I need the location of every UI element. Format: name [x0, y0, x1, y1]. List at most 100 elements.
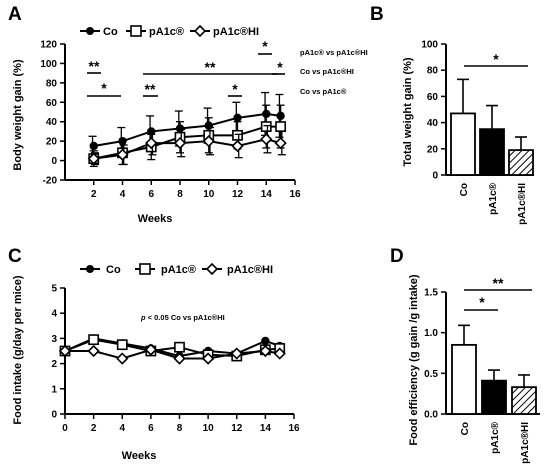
a-series-pa1c-point: [275, 121, 287, 132]
c-x-tick-2: 2: [91, 423, 97, 434]
b-x-tick-pa1c: pA1c®: [488, 182, 499, 214]
c-series-pa1c-hi-point: [87, 344, 100, 358]
sig-a-6: *: [262, 38, 268, 54]
a-series-pa1c-hi: [87, 124, 287, 166]
d-y-tick-1-5: 1.5: [424, 288, 438, 299]
panel-b-y-axis-title: Total weight gain (%): [402, 57, 414, 167]
a-x-tick-6: 6: [148, 189, 154, 200]
c-series-pa1c-point: [174, 341, 185, 353]
note-co-vs-pa1c: Co vs pA1c®: [300, 87, 347, 96]
a-series-co-point: [89, 141, 98, 151]
a-y-tick-80: 80: [46, 78, 58, 89]
panel-a: Co pA1c® pA1c®HI -20 0 20 40 60 80 100 120 2 4 6 8 1…: [12, 24, 368, 225]
b-bar-pa1c-hi: [508, 149, 534, 176]
sig-a-2: *: [101, 80, 107, 96]
b-y-tick-20: 20: [427, 144, 439, 155]
panel-c-legend: Co pA1c® pA1c®HI: [80, 262, 273, 276]
panel-letter-c: C: [8, 246, 22, 267]
d-x-tick-pa1c: pA1c®: [490, 421, 501, 453]
b-y-tick-0: 0: [432, 171, 438, 182]
a-x-tick-2: 2: [91, 189, 97, 200]
c-y-tick-0: 0: [51, 410, 57, 421]
a-y-tick-60: 60: [46, 98, 58, 109]
b-y-tick-60: 60: [427, 92, 439, 103]
panel-d-plot: 0.0 0.5 1.0 1.5 Co pA1c® pA1c®HI: [424, 288, 540, 464]
c-series-pa1c-point: [88, 334, 100, 346]
c-x-tick-12: 12: [231, 423, 243, 434]
legend-c-co-label: Co: [106, 264, 121, 276]
note-co-vs-pa1chi: Co vs pA1c®HI: [300, 67, 354, 76]
legend-co-label: Co: [103, 26, 118, 38]
a-x-tick-16: 16: [289, 189, 301, 200]
panel-a-notes: pA1c® vs pA1c®HI Co vs pA1c®HI Co vs pA1…: [300, 48, 368, 96]
a-y-tick-0: 0: [51, 156, 57, 167]
a-y-tick-120: 120: [40, 40, 57, 51]
panel-c-note: p < 0.05 Co vs pA1c®HI: [140, 313, 225, 322]
d-x-tick-pa1c-hi: pA1c®HI: [520, 422, 531, 464]
a-series-pa1c-hi-point: [260, 133, 273, 146]
panel-b-plot: 0 20 40 60 80 100 Co pA1c® pA1c®HI: [421, 40, 534, 225]
sig-b-1: *: [493, 51, 499, 67]
a-series-pa1c-hi-point: [145, 136, 158, 150]
a-series-pa1c-hi-point: [231, 139, 244, 153]
c-x-tick-14: 14: [260, 423, 272, 434]
panel-d: 0.0 0.5 1.0 1.5 Co pA1c® pA1c®HI Food efficien…: [408, 274, 540, 464]
legend-c-pa1chi-label: pA1c®HI: [227, 264, 273, 276]
sig-d-2: **: [493, 275, 504, 291]
a-y-tick-20: 20: [46, 137, 58, 148]
a-x-tick-8: 8: [177, 189, 183, 200]
c-series-pa1c-hi-point: [230, 347, 243, 360]
a-series-pa1c-hi-point: [202, 135, 215, 148]
d-x-tick-co: Co: [460, 422, 471, 435]
c-y-tick-2: 2: [51, 359, 57, 370]
c-x-tick-8: 8: [177, 423, 183, 434]
note-pa1c-vs-pa1chi: pA1c® vs pA1c®HI: [300, 48, 368, 57]
legend-pa1chi-marker: [193, 24, 207, 38]
c-x-tick-6: 6: [148, 423, 154, 434]
legend-pa1chi-label: pA1c®HI: [213, 26, 259, 38]
sig-a-3: **: [205, 59, 216, 75]
a-series-co-point: [233, 113, 242, 123]
panel-c-y-axis-title: Food intake (g/day per mice): [12, 275, 24, 424]
a-series-co-line: [93, 112, 281, 147]
sig-a-4: **: [145, 81, 156, 97]
c-y-tick-5: 5: [51, 284, 57, 295]
b-x-tick-pa1c-hi: pA1c®HI: [517, 183, 528, 225]
legend-c-co-marker: [86, 265, 94, 273]
b-x-tick-co: Co: [459, 183, 470, 196]
a-y-tick-40: 40: [46, 117, 58, 128]
c-y-tick-3: 3: [51, 334, 57, 345]
panel-letter-d: D: [390, 246, 404, 267]
d-bar-co: [451, 343, 477, 415]
a-series-pa1c-hi-point: [173, 136, 187, 150]
c-series-pa1c-hi-point: [144, 343, 158, 356]
d-y-tick-0-0: 0.0: [424, 410, 438, 421]
a-x-tick-12: 12: [232, 189, 244, 200]
a-y-tick-100: 100: [40, 59, 57, 70]
c-series-pa1c-hi-point: [173, 352, 186, 365]
legend-pa1c-label: pA1c®: [149, 26, 184, 38]
c-series-pa1c-hi: [58, 343, 286, 365]
legend-c-pa1c-label: pA1c®: [161, 264, 196, 276]
c-x-tick-4: 4: [119, 423, 125, 434]
panel-a-y-axis-title: Body weight gain (%): [12, 59, 24, 171]
c-y-tick-1: 1: [51, 384, 57, 395]
c-series-pa1c-hi-point: [116, 352, 129, 365]
c-y-tick-4: 4: [51, 309, 57, 320]
c-series-co-point: [261, 336, 270, 346]
a-series-pa1c-point: [260, 121, 272, 132]
panel-a-x-axis-title: Weeks: [138, 213, 173, 225]
c-x-tick-10: 10: [203, 423, 215, 434]
c-x-tick-0: 0: [62, 423, 68, 434]
legend-co-marker: [86, 27, 94, 35]
d-y-tick-0-5: 0.5: [424, 369, 438, 380]
legend-pa1c-marker: [130, 25, 142, 37]
b-y-tick-40: 40: [427, 118, 439, 129]
a-x-tick-14: 14: [261, 189, 273, 200]
sig-a-7: *: [277, 59, 283, 75]
a-series-pa1c-hi-point: [87, 152, 100, 165]
panel-c-x-axis-title: Weeks: [122, 450, 157, 462]
c-series-pa1c-hi-point: [259, 344, 272, 358]
